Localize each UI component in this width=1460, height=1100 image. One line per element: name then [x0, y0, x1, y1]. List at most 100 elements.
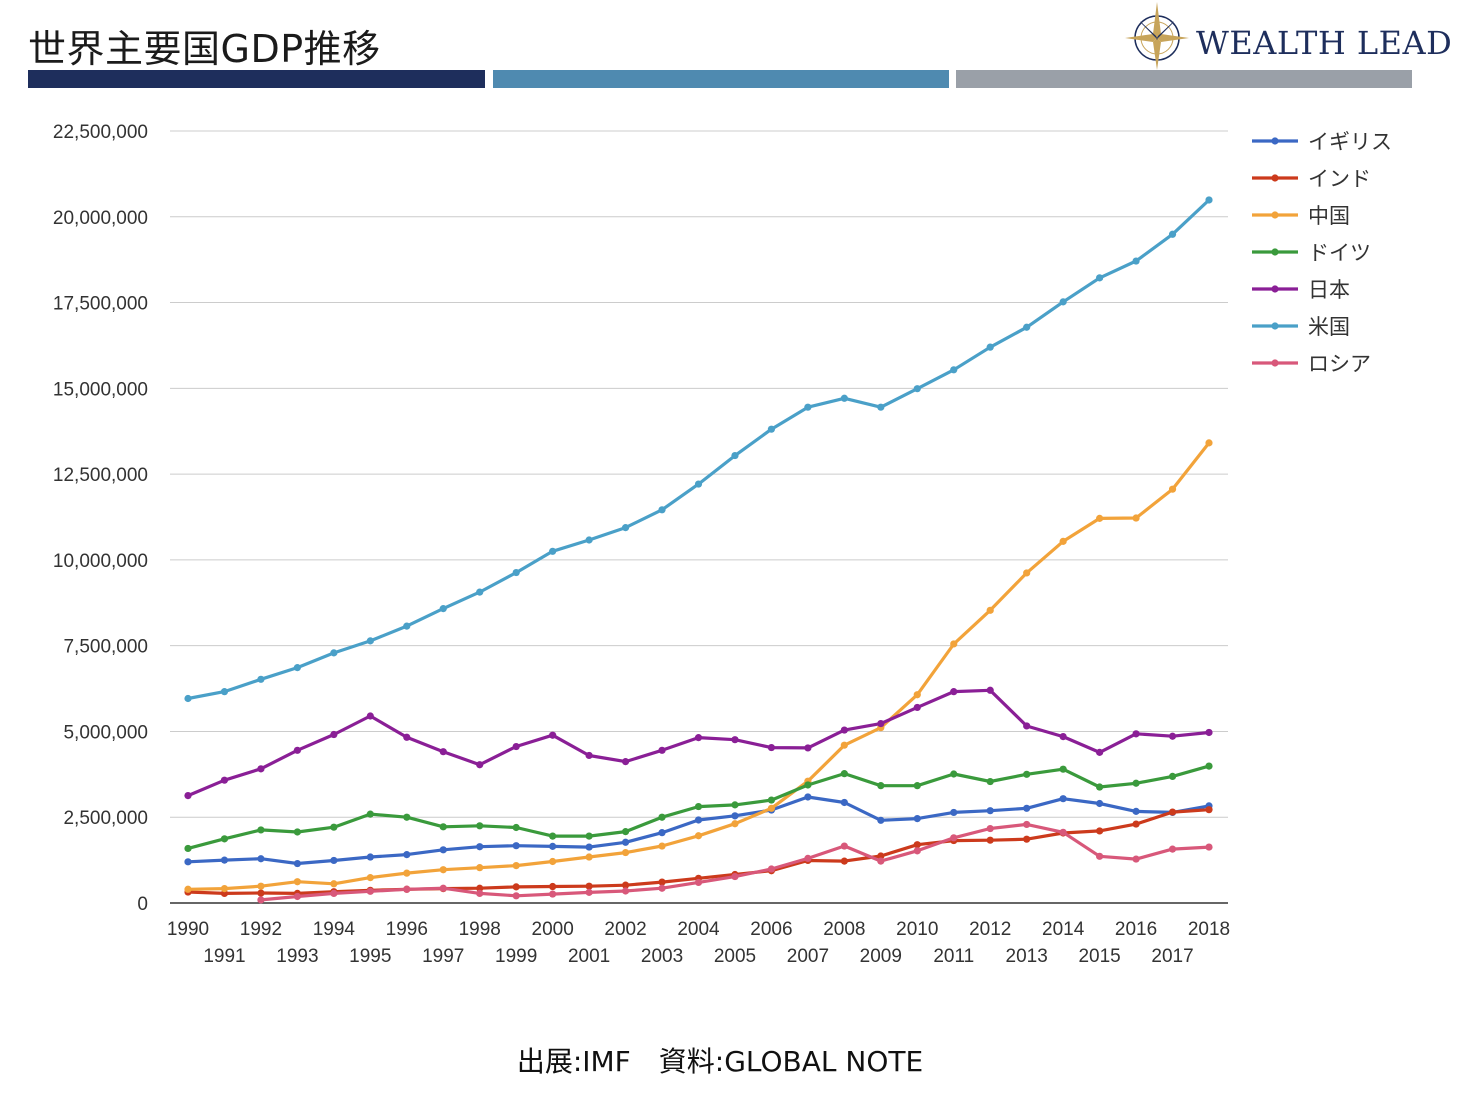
x-tick-label: 2017 — [1151, 946, 1193, 967]
page-title: 世界主要国GDP推移 — [28, 27, 381, 71]
data-point — [1205, 843, 1213, 851]
data-point — [913, 703, 921, 712]
data-point — [257, 889, 265, 897]
data-point — [986, 807, 994, 815]
data-point — [1168, 772, 1177, 780]
data-point — [950, 366, 958, 374]
data-point — [476, 761, 484, 769]
data-point — [1059, 765, 1067, 773]
legend-label: ロシア — [1308, 352, 1371, 376]
y-tick-label: 15,000,000 — [53, 379, 148, 400]
data-point — [585, 888, 593, 896]
data-point — [549, 842, 557, 850]
data-point — [621, 524, 630, 532]
header-bar-navy — [28, 70, 485, 88]
data-point — [257, 675, 265, 683]
legend-label: インド — [1308, 167, 1371, 191]
legend-marker — [1271, 322, 1279, 330]
data-point — [476, 884, 484, 892]
legend-item: 中国 — [1252, 204, 1350, 228]
data-point — [257, 896, 265, 904]
data-point — [366, 874, 374, 882]
data-point — [658, 746, 666, 754]
data-point — [986, 686, 994, 694]
data-point — [1205, 762, 1213, 770]
x-tick-label: 1996 — [386, 919, 428, 940]
data-point — [1096, 274, 1104, 282]
data-point — [694, 816, 703, 824]
data-point — [658, 813, 666, 821]
x-tick-label: 2000 — [532, 919, 574, 940]
x-tick-label: 1992 — [240, 919, 282, 940]
data-point — [1205, 196, 1213, 204]
data-point — [330, 649, 338, 657]
gdp-line-chart: 0 2,500,000 5,000,000 7,500,000 10,000,000 12… — [53, 122, 1392, 967]
data-point — [731, 801, 739, 809]
axes: 0 2,500,000 5,000,000 7,500,000 10,000,000 12… — [53, 122, 1230, 967]
series-line — [187, 688, 1210, 798]
data-point — [767, 804, 776, 812]
data-point — [913, 385, 921, 393]
series-3 — [184, 762, 1213, 853]
legend-item: イギリス — [1252, 130, 1392, 154]
data-point — [220, 776, 229, 784]
data-point — [840, 798, 848, 807]
data-point — [366, 810, 374, 818]
data-point — [476, 822, 484, 830]
data-point — [220, 856, 229, 864]
data-point — [366, 853, 374, 861]
data-point — [621, 848, 630, 857]
data-point — [476, 588, 484, 596]
data-point — [1096, 514, 1104, 522]
x-tick-label: 2010 — [896, 919, 938, 940]
data-point — [694, 832, 703, 840]
data-point — [731, 451, 739, 460]
data-point — [1059, 537, 1067, 545]
data-point — [1205, 728, 1213, 737]
data-point — [1132, 855, 1140, 863]
data-point — [1132, 807, 1140, 815]
data-point — [403, 813, 411, 821]
data-point — [986, 777, 994, 786]
data-point — [512, 742, 520, 751]
legend-marker — [1271, 137, 1279, 145]
data-point — [366, 887, 374, 895]
data-point — [621, 838, 630, 846]
y-tick-label: 0 — [137, 894, 148, 915]
x-tick-label: 2005 — [714, 946, 756, 967]
data-point — [658, 884, 666, 892]
legend-label: 日本 — [1308, 278, 1350, 302]
data-point — [658, 842, 666, 850]
data-point — [439, 823, 447, 831]
legend-item: ロシア — [1252, 352, 1371, 376]
data-point — [1168, 485, 1177, 493]
data-point — [1168, 230, 1177, 238]
data-point — [913, 841, 921, 849]
data-point — [476, 864, 484, 872]
data-point — [439, 605, 447, 613]
data-point — [731, 812, 739, 820]
data-point — [330, 880, 338, 888]
series-lines — [184, 196, 1213, 904]
data-point — [840, 842, 848, 850]
legend-marker — [1271, 359, 1279, 367]
y-tick-label: 12,500,000 — [53, 465, 148, 486]
data-point — [1132, 514, 1140, 522]
data-point — [549, 857, 557, 866]
data-point — [1205, 806, 1213, 814]
x-tick-label: 2002 — [604, 919, 646, 940]
x-tick-label: 2011 — [933, 946, 974, 967]
data-point — [731, 872, 739, 881]
data-point — [1023, 569, 1031, 577]
data-point — [1205, 439, 1213, 447]
data-point — [366, 712, 374, 720]
x-tick-label: 1994 — [313, 919, 356, 940]
data-point — [1096, 748, 1104, 756]
x-tick-label: 1999 — [495, 946, 537, 967]
data-point — [293, 892, 301, 901]
data-point — [1059, 732, 1067, 741]
data-point — [184, 844, 192, 853]
data-point — [293, 828, 301, 836]
data-point — [767, 743, 776, 752]
data-point — [913, 847, 921, 855]
